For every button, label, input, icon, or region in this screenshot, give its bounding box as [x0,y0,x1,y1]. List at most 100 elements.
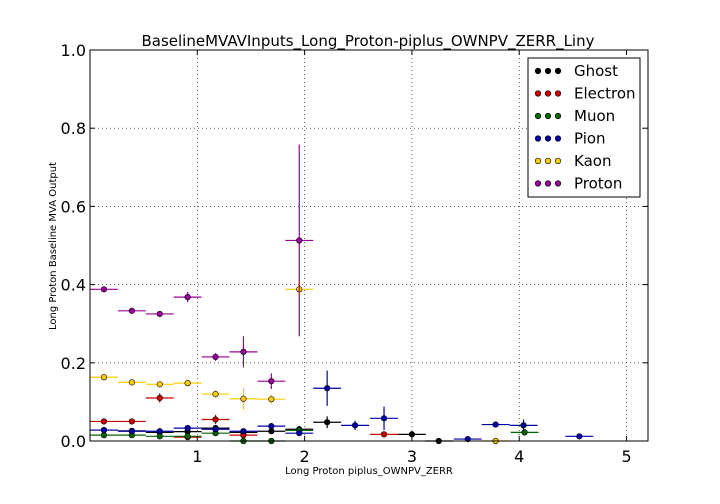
series-pion [90,370,594,443]
series-proton [90,144,314,389]
data-point [145,381,174,388]
marker [184,294,191,301]
legend-item-proton: Proton [534,175,622,193]
legend-marker [534,67,542,75]
series-layer [90,144,594,445]
marker [156,428,163,435]
data-point [229,387,258,410]
data-point [117,418,146,425]
legend-marker [544,135,552,142]
legend-label: Kaon [574,152,611,170]
y-tick-label: 0.8 [61,119,86,138]
legend-marker [544,180,552,187]
data-point [145,433,174,440]
y-tick-label: 0.2 [61,354,86,373]
data-point [257,373,286,389]
data-point [313,370,342,406]
marker [351,422,359,429]
legend: Ghost Electron Muon Pion Kaon Proton [527,57,641,198]
legend-frame [527,57,641,198]
data-point [173,424,202,432]
marker [156,310,163,318]
legend-item-muon: Muon [534,107,615,125]
marker [296,430,303,437]
legend-item-pion: Pion [534,130,606,148]
x-tick-label: 4 [514,447,524,466]
marker [240,395,247,402]
marker [184,433,191,440]
legend-marker [534,180,542,187]
data-point [370,431,398,438]
marker [212,353,219,361]
legend-item-ghost: Ghost [534,62,618,80]
data-point [453,435,482,443]
marker [212,416,219,423]
data-point [341,420,369,431]
data-point [201,390,230,398]
marker [100,374,108,381]
legend-marker [544,157,552,165]
marker [268,396,275,403]
y-tick-label: 1.0 [61,41,86,60]
data-point [201,353,230,361]
legend-marker [554,67,562,75]
ticks: 1 2 3 4 5 0.0 0.2 0.4 0.6 0.8 1.0 [61,41,648,466]
marker [212,390,219,398]
series-kaon [90,242,510,445]
x-tick-label: 5 [621,447,631,466]
legend-marker [534,90,542,97]
data-point [145,310,174,318]
data-point [90,432,118,439]
data-point [565,433,594,440]
legend-marker [554,112,562,120]
data-point [117,428,146,435]
marker [268,423,275,430]
legend-marker [544,67,552,75]
marker [576,433,583,440]
data-point [145,428,174,435]
marker [324,385,331,392]
marker [380,431,388,438]
data-point [173,380,202,387]
legend-marker [534,135,542,142]
legend-label: Ghost [574,62,618,80]
marker [324,419,331,426]
marker [184,424,191,432]
data-point [201,414,230,425]
marker [128,428,135,435]
marker [100,432,108,439]
data-point [229,336,258,368]
marker [128,307,135,314]
data-point [397,431,426,438]
legend-item-kaon: Kaon [534,152,611,170]
data-point [229,428,258,435]
data-point [90,418,118,425]
legend-marker [544,90,552,97]
marker [521,429,528,436]
data-point [481,421,510,428]
legend-marker [534,112,542,120]
data-point [90,286,118,293]
marker [184,380,191,387]
marker [380,415,388,422]
x-tick-label: 3 [407,447,417,466]
marker [268,378,275,385]
data-point [90,374,118,381]
data-point [285,144,314,337]
x-axis-label: Long Proton piplus_OWNPV_ZERR [285,466,453,477]
data-point [509,419,538,432]
legend-marker [554,135,562,142]
chart-title: BaselineMVAVInputs_Long_Proton-piplus_OW… [141,32,594,51]
data-point [145,393,174,403]
marker [240,428,247,435]
marker [520,422,527,429]
marker [100,418,108,425]
legend-item-electron: Electron [534,85,636,103]
plot-frame [89,49,649,442]
marker [464,435,471,443]
data-point [173,292,202,303]
x-tick-label: 2 [300,447,310,466]
data-point [370,406,398,431]
data-point [257,428,286,435]
